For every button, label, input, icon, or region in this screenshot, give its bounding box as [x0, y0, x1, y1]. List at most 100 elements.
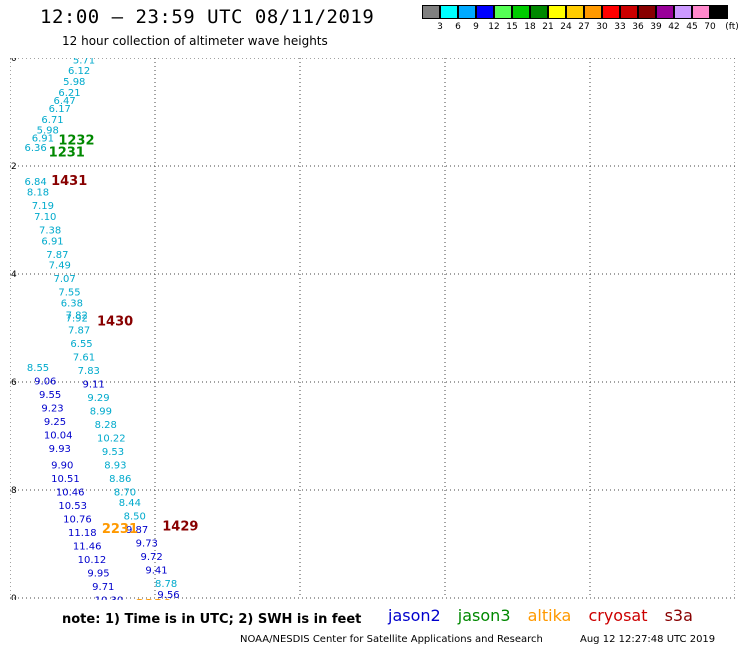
colorbar-tick-label: 24	[560, 22, 572, 32]
wave-height-label: 5.98	[37, 126, 59, 137]
wave-height-label: 7.55	[58, 288, 80, 299]
wave-height-label: 8.18	[27, 188, 49, 199]
colorbar-swatch	[458, 5, 476, 19]
pass-time-label: 1429	[162, 520, 198, 535]
wave-height-label: 9.90	[51, 460, 73, 471]
wave-height-label: 9.29	[87, 393, 109, 404]
wave-height-label: 10.30	[95, 595, 124, 600]
wave-height-label: 7.38	[39, 226, 61, 237]
wave-height-label: 10.12	[78, 555, 107, 566]
latitude-tick-label: -44	[10, 270, 17, 280]
wave-height-label: 6.17	[49, 104, 71, 115]
colorbar-swatch	[674, 5, 692, 19]
wave-height-label: 8.99	[90, 406, 112, 417]
colorbar-tick-label: 12	[488, 22, 500, 32]
wave-height-label: 7.83	[78, 366, 100, 377]
satellite-legend-jason2: jason2	[388, 606, 441, 625]
wave-height-label: 6.91	[32, 134, 54, 145]
wave-height-label: 9.55	[39, 390, 61, 401]
latitude-tick-label: -40	[10, 58, 17, 64]
wave-height-label: 7.87	[46, 250, 68, 261]
latitude-tick-label: -50	[10, 594, 17, 600]
colorbar-swatch	[476, 5, 494, 19]
wave-height-label: 9.71	[92, 582, 114, 593]
wave-height-label: 7.82	[66, 310, 88, 321]
colorbar-swatch	[530, 5, 548, 19]
wave-height-label: 7.92	[66, 314, 88, 325]
map-title: 12:00 – 23:59 UTC 08/11/2019	[40, 6, 375, 28]
colorbar-tick-label: 3	[437, 22, 443, 32]
wave-height-label: 9.73	[136, 539, 158, 550]
colorbar-tick-label: 39	[650, 22, 662, 32]
wave-height-label: 10.04	[44, 431, 73, 442]
colorbar-tick-label: 9	[473, 22, 479, 32]
colorbar-tick-label: 42	[668, 22, 680, 32]
colorbar-swatch	[656, 5, 674, 19]
colorbar-unit: (ft)	[725, 22, 739, 32]
latitude-tick-label: -48	[10, 486, 17, 496]
colorbar-swatch	[422, 5, 440, 19]
pass-time-label: 1231	[49, 145, 85, 160]
colorbar-tick-label: 18	[524, 22, 536, 32]
pass-time-label: 1431	[51, 174, 87, 189]
wave-height-label: 7.49	[49, 261, 71, 272]
wave-height-label: 8.93	[104, 460, 126, 471]
colorbar-swatch	[638, 5, 656, 19]
altimeter-map: -40-42-44-46-48-501201231261291321355.71…	[10, 58, 735, 600]
wave-height-label: 9.25	[44, 417, 66, 428]
pass-time-label: 1232	[58, 133, 94, 148]
wave-height-label: 10.53	[58, 501, 87, 512]
pass-time-label: 2230	[136, 598, 172, 600]
satellite-legend: jason2 jason3 altika cryosat s3a	[388, 606, 705, 625]
wave-height-label: 9.11	[83, 379, 105, 390]
latitude-tick-label: -46	[10, 378, 17, 388]
colorbar-swatch	[548, 5, 566, 19]
wave-height-label: 7.07	[54, 274, 76, 285]
wave-height-label: 6.21	[58, 88, 80, 99]
wave-height-label: 6.38	[61, 298, 83, 309]
colorbar-tick-label: 45	[686, 22, 698, 32]
colorbar-swatch	[440, 5, 458, 19]
colorbar-tick-label: 70	[704, 22, 716, 32]
wave-height-label: 9.87	[126, 525, 148, 536]
wave-height-label: 6.91	[41, 236, 63, 247]
satellite-legend-s3a: s3a	[664, 606, 693, 625]
wave-height-label: 7.10	[34, 212, 56, 223]
wave-height-label: 6.84	[25, 177, 47, 188]
wave-height-label: 8.28	[95, 420, 117, 431]
wave-height-label: 9.56	[157, 590, 179, 600]
colorbar-tick-label: 27	[578, 22, 590, 32]
wave-height-label: 10.51	[51, 474, 80, 485]
colorbar-swatch	[602, 5, 620, 19]
map-subtitle: 12 hour collection of altimeter wave hei…	[62, 34, 328, 48]
wave-height-label: 9.95	[87, 568, 109, 579]
colorbar-swatch	[692, 5, 710, 19]
wave-height-label: 10.22	[97, 433, 126, 444]
satellite-legend-altika: altika	[527, 606, 572, 625]
credit-line: NOAA/NESDIS Center for Satellite Applica…	[240, 634, 543, 645]
satellite-legend-jason3: jason3	[457, 606, 511, 625]
wave-height-label: 8.50	[124, 512, 146, 523]
wave-height-label: 8.78	[155, 579, 177, 590]
wave-height-label: 9.06	[34, 377, 56, 388]
colorbar-swatch	[620, 5, 638, 19]
satellite-legend-cryosat: cryosat	[588, 606, 648, 625]
pass-time-label: 2231	[102, 522, 138, 537]
colorbar-swatch	[494, 5, 512, 19]
wave-height-label: 7.19	[32, 201, 54, 212]
wave-height-label: 8.55	[27, 363, 49, 374]
colorbar-tick-label: 15	[506, 22, 518, 32]
wave-height-label: 8.86	[109, 474, 131, 485]
wave-height-label: 6.36	[25, 143, 47, 154]
colorbar-tick-label: 36	[632, 22, 644, 32]
wave-height-label: 10.76	[63, 514, 92, 525]
colorbar-swatch	[512, 5, 530, 19]
wave-height-label: 9.23	[41, 404, 63, 415]
colorbar-tick-label: 6	[455, 22, 461, 32]
wave-height-label: 5.71	[73, 58, 95, 66]
wave-height-label: 7.87	[68, 325, 90, 336]
colorbar-tick-label: 30	[596, 22, 608, 32]
wave-height-label: 9.72	[141, 552, 163, 563]
wave-height-label: 9.93	[49, 444, 71, 455]
wave-height-label: 5.98	[63, 77, 85, 88]
